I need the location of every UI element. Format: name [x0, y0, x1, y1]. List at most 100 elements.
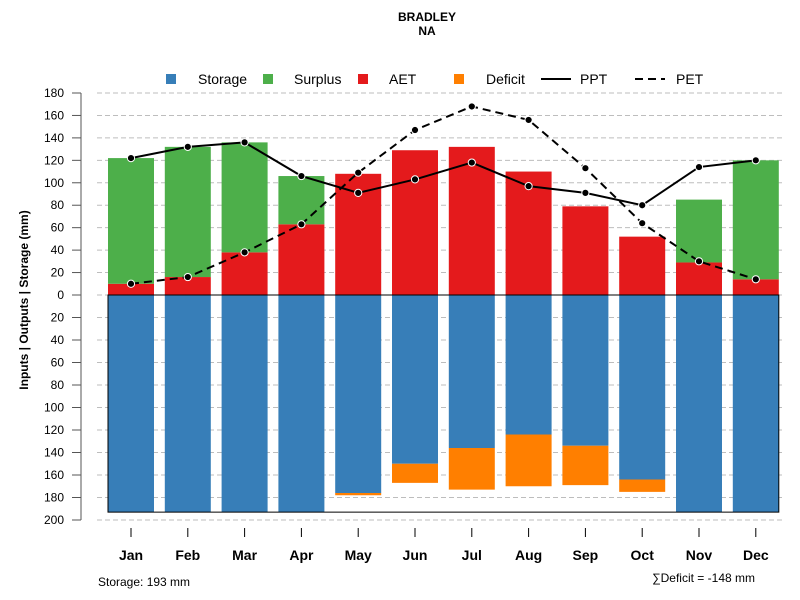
point-pet: [581, 164, 590, 173]
point-ppt: [524, 182, 533, 191]
bar-storage: [676, 295, 722, 513]
legend-label-ppt: PPT: [580, 71, 608, 87]
x-tick-label: Sep: [573, 547, 599, 563]
line-ppt: [130, 141, 756, 207]
bar-aet: [448, 146, 495, 295]
line-pet: [130, 105, 757, 285]
x-tick-label: Jan: [119, 547, 143, 563]
y-tick-label: 60: [51, 221, 65, 235]
point-ppt: [694, 162, 704, 172]
y-tick-label: 160: [44, 108, 64, 122]
x-tick-label: Jun: [403, 547, 428, 563]
bar-surplus: [164, 146, 211, 278]
bar-aet: [505, 171, 552, 295]
point-ppt: [240, 138, 249, 147]
y-axis: 0 20 40 60 80 100 120 140 160 180 20 40 60 80 100 120 14…: [44, 86, 82, 527]
point-ppt: [467, 158, 476, 167]
point-pet: [467, 102, 476, 111]
bars-top: [108, 142, 779, 295]
x-tick-label: Apr: [289, 547, 314, 563]
bar-aet: [392, 150, 438, 295]
bar-storage: [108, 295, 154, 513]
bar-aet: [221, 252, 268, 295]
x-tick-label: Feb: [175, 547, 200, 563]
point-ppt: [581, 188, 590, 197]
chart-title: BRADLEY: [398, 10, 456, 24]
x-tick-label: May: [345, 547, 372, 563]
legend-label-aet: AET: [389, 71, 417, 87]
y-tick-label: 80: [51, 378, 65, 392]
point-pet: [240, 248, 249, 257]
y-tick-label: 160: [44, 468, 64, 482]
legend-swatch-storage: [166, 74, 176, 84]
bar-deficit: [562, 445, 609, 486]
y-tick-label: 140: [44, 131, 64, 145]
deficit-sum-annotation: ∑Deficit = -148 mm: [652, 571, 755, 585]
y-tick-label: 0: [57, 288, 64, 302]
bar-storage: [619, 295, 666, 480]
bar-deficit: [448, 448, 495, 490]
legend-swatch-deficit: [454, 74, 464, 84]
bar-deficit: [505, 434, 552, 487]
bar-deficit: [392, 463, 438, 483]
bar-aet: [619, 236, 666, 295]
bar-surplus: [221, 142, 268, 253]
point-pet: [297, 220, 306, 229]
bar-surplus: [732, 160, 779, 280]
y-tick-label: 100: [44, 401, 64, 415]
point-pet: [183, 272, 192, 282]
y-tick-label: 100: [44, 176, 64, 190]
x-tick-label: Nov: [686, 547, 713, 563]
x-tick-label: Jul: [462, 547, 482, 563]
y-tick-label: 20: [51, 311, 65, 325]
y-tick-label: 140: [44, 446, 64, 460]
point-pet: [638, 219, 647, 228]
legend-swatch-surplus: [263, 74, 273, 84]
y-tick-label: 120: [44, 153, 64, 167]
point-pet: [524, 115, 533, 125]
point-ppt: [751, 156, 760, 165]
legend-label-pet: PET: [676, 71, 704, 87]
y-tick-label: 200: [44, 513, 64, 527]
bar-surplus: [676, 199, 722, 263]
bar-aet: [732, 279, 779, 295]
y-tick-label: 40: [51, 243, 65, 257]
point-pet: [126, 279, 136, 288]
bar-storage: [278, 295, 325, 513]
x-tick-label: Oct: [631, 547, 655, 563]
bar-storage: [505, 295, 552, 435]
point-ppt: [638, 201, 647, 210]
point-pet: [354, 168, 363, 177]
chart-subtitle: NA: [418, 24, 436, 38]
bar-aet: [278, 224, 325, 295]
bar-deficit: [619, 479, 666, 492]
bar-aet: [164, 277, 211, 295]
bars-bottom: [108, 295, 779, 513]
y-tick-label: 180: [44, 491, 64, 505]
point-ppt: [297, 171, 306, 181]
point-ppt: [126, 153, 136, 163]
y-tick-label: 80: [51, 198, 65, 212]
y-tick-label: 180: [44, 86, 64, 100]
x-axis: Jan Feb Mar Apr May Jun Jul Aug Sep Oct Nov Dec: [119, 528, 769, 563]
bar-storage: [164, 295, 211, 513]
x-tick-label: Mar: [232, 547, 257, 563]
legend: Storage Surplus AET Deficit PPT PET: [166, 71, 704, 87]
point-ppt: [410, 175, 420, 184]
y-tick-label: 40: [51, 333, 65, 347]
storage-annotation: Storage: 193 mm: [98, 575, 190, 589]
y-tick-label: 60: [51, 356, 65, 370]
bar-storage: [448, 295, 495, 448]
bar-aet: [108, 283, 154, 295]
y-axis-title: Inputs | Outputs | Storage (mm): [17, 210, 31, 389]
bar-aet: [676, 262, 722, 295]
lines: [126, 102, 760, 288]
bar-storage: [335, 295, 382, 493]
point-pet: [410, 125, 420, 135]
bar-storage: [732, 295, 779, 513]
y-tick-label: 120: [44, 423, 64, 437]
point-ppt: [183, 142, 192, 151]
point-pet: [751, 275, 760, 284]
legend-swatch-aet: [358, 74, 368, 84]
